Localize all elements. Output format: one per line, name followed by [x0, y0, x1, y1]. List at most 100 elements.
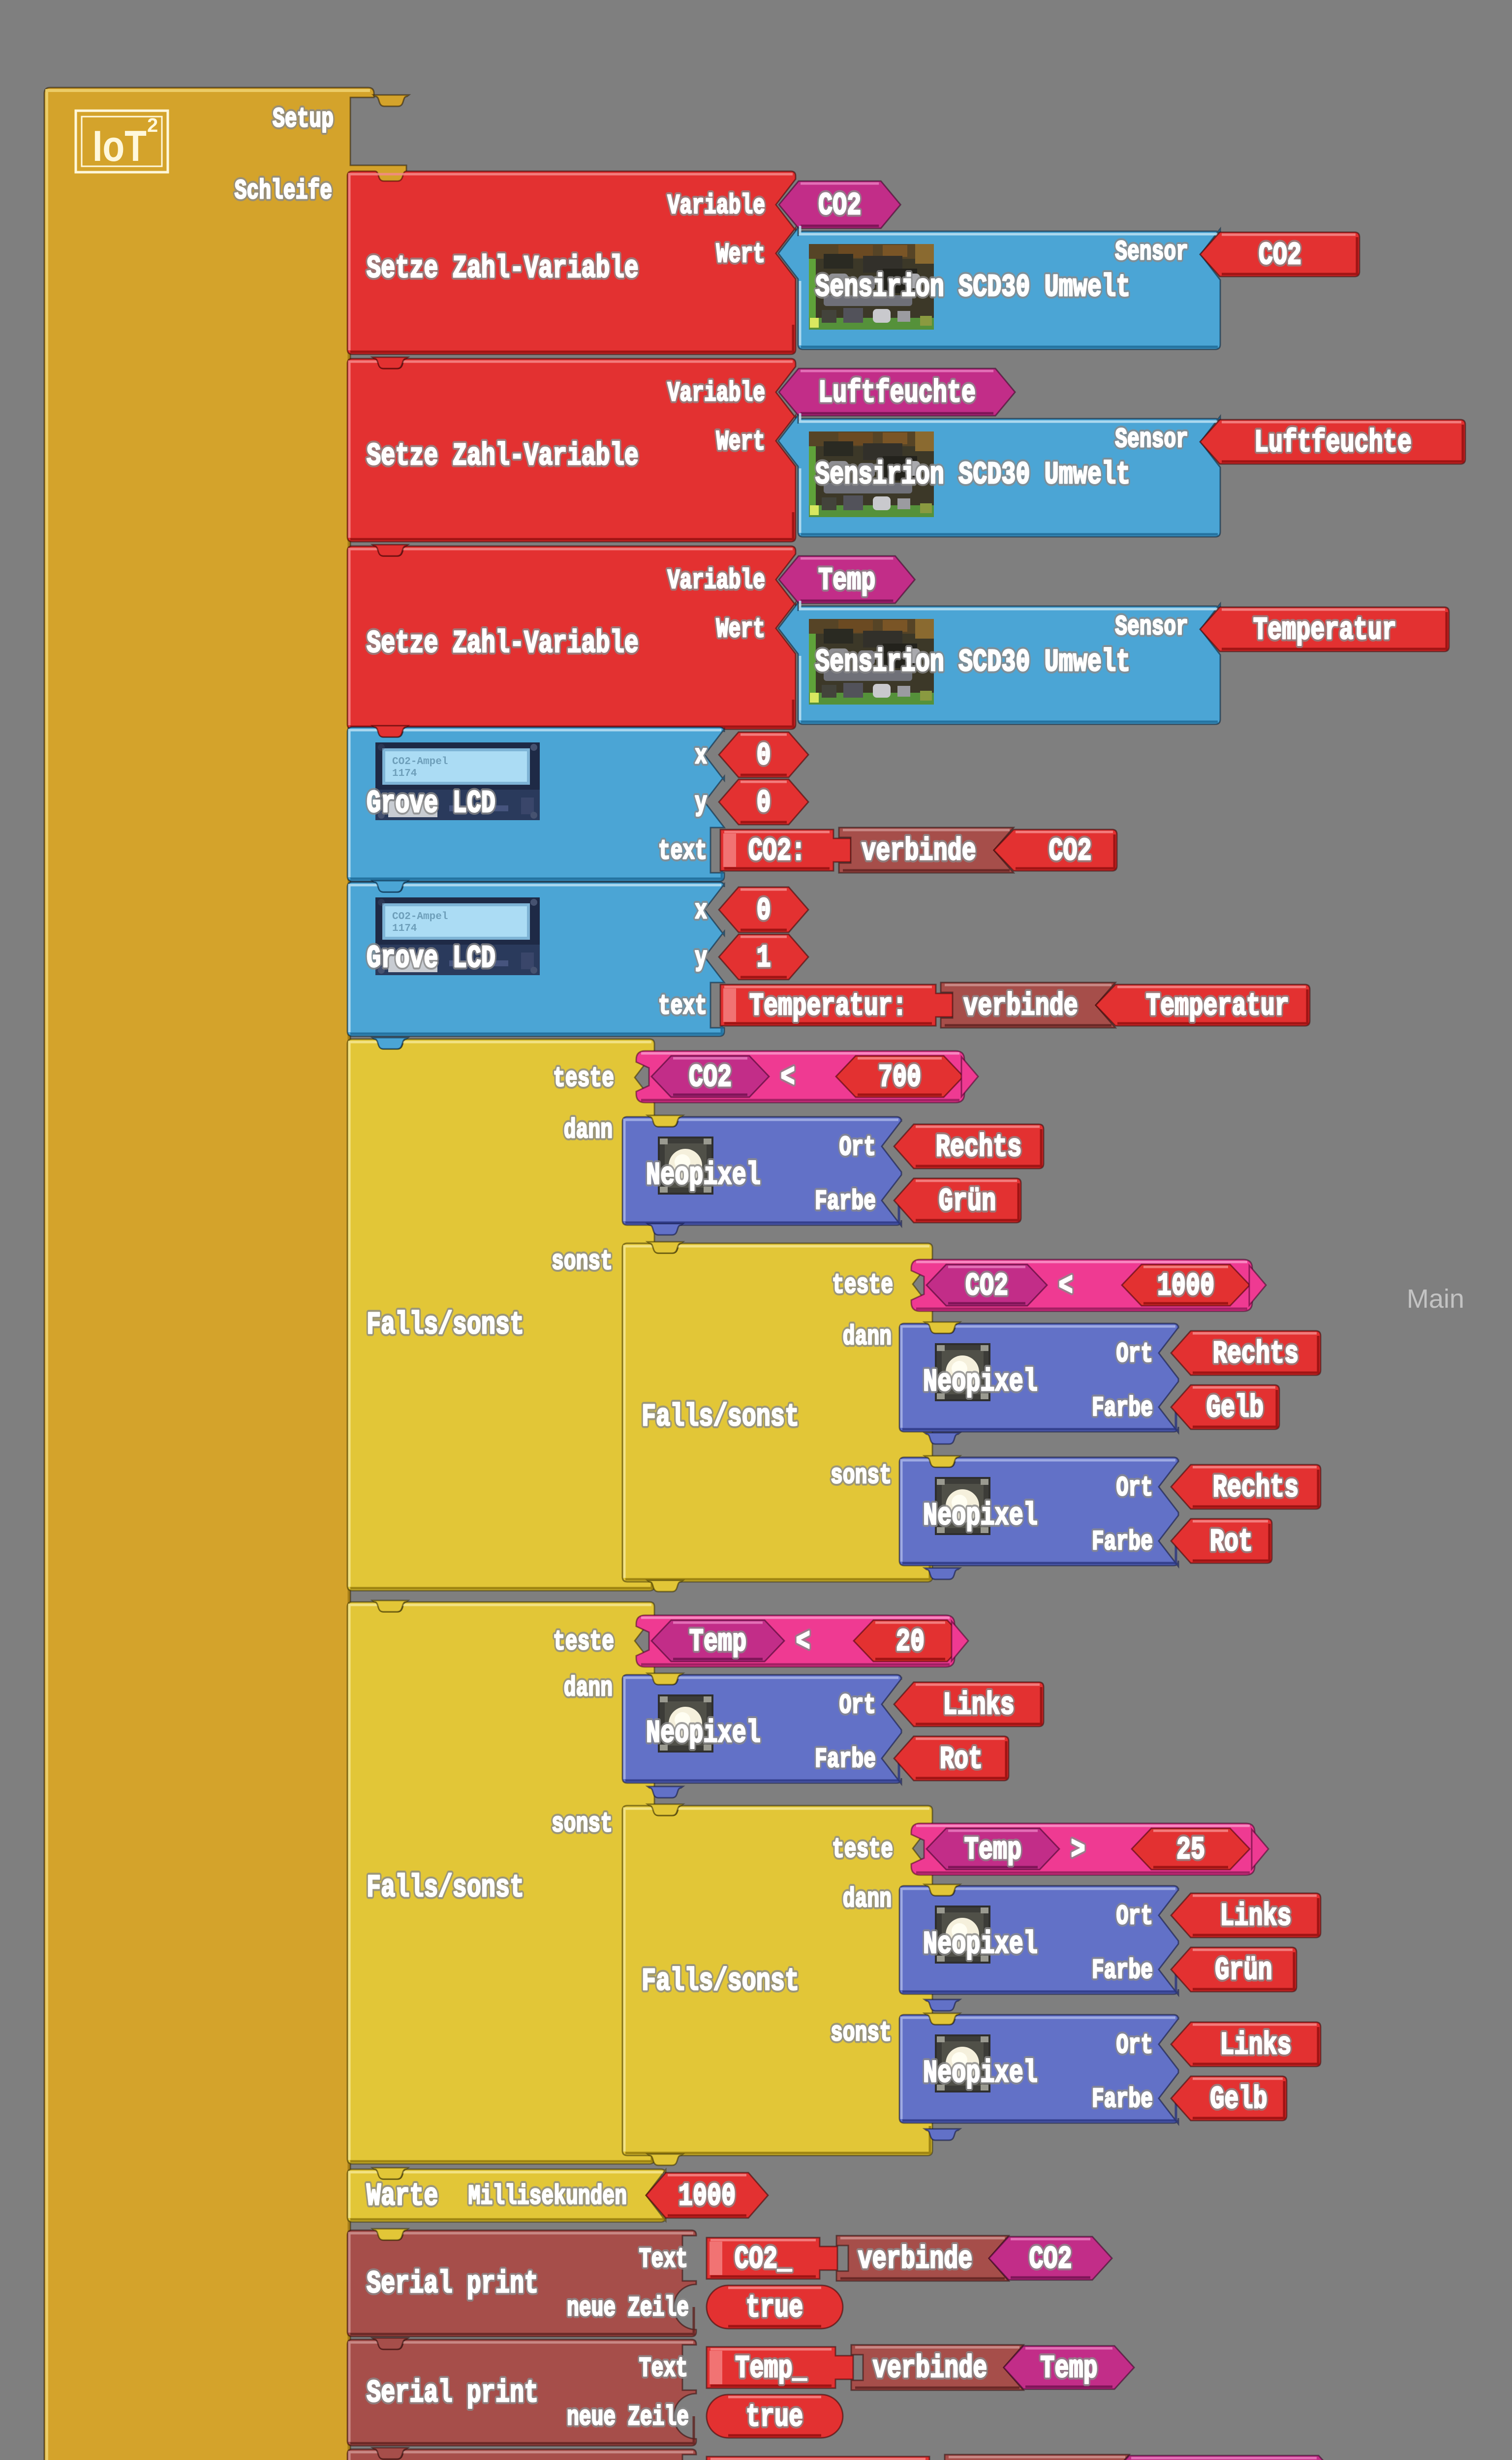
svg-text:Setze Zahl-Variable: Setze Zahl-Variable	[367, 439, 639, 474]
svg-text:1000: 1000	[1157, 1269, 1214, 1304]
svg-text:y: y	[695, 942, 707, 974]
svg-text:Luftfeuchte: Luftfeuchte	[1254, 426, 1412, 461]
svg-text:Grove LCD: Grove LCD	[367, 786, 495, 822]
svg-text:Gelb: Gelb	[1206, 1391, 1264, 1426]
svg-text:Temp: Temp	[689, 1625, 746, 1660]
svg-text:Ort: Ort	[1116, 2030, 1153, 2061]
svg-text:>: >	[1071, 1833, 1085, 1868]
svg-text:Ort: Ort	[1116, 1472, 1153, 1504]
svg-text:teste: teste	[553, 1063, 614, 1094]
svg-text:dann: dann	[564, 1672, 613, 1704]
svg-text:Schleife: Schleife	[235, 175, 332, 207]
svg-text:Farbe: Farbe	[815, 1186, 876, 1217]
svg-text:CO2:: CO2:	[748, 834, 805, 869]
svg-text:Temp: Temp	[818, 563, 875, 599]
svg-text:text: text	[658, 990, 707, 1022]
svg-text:Text: Text	[639, 2244, 688, 2275]
svg-text:verbinde: verbinde	[963, 989, 1078, 1024]
svg-text:Falls/sonst: Falls/sonst	[642, 1400, 799, 1435]
svg-text:Rechts: Rechts	[936, 1130, 1022, 1166]
svg-text:Temp_: Temp_	[735, 2351, 807, 2387]
svg-text:Neopixel: Neopixel	[923, 1499, 1038, 1534]
svg-text:Links: Links	[1220, 1899, 1292, 1935]
svg-text:Links: Links	[1220, 1899, 1292, 1935]
svg-text:Falls/sonst: Falls/sonst	[367, 1308, 524, 1343]
svg-text:Rechts: Rechts	[936, 1130, 1022, 1166]
svg-text:CO2:: CO2:	[748, 834, 805, 869]
svg-text:Farbe: Farbe	[1092, 1955, 1153, 1986]
svg-text:text: text	[658, 990, 707, 1022]
svg-text:teste: teste	[832, 1834, 893, 1865]
svg-text:dann: dann	[843, 1321, 892, 1353]
svg-text:<: <	[780, 1060, 795, 1096]
svg-text:Links: Links	[1220, 2028, 1292, 2063]
svg-text:Neopixel: Neopixel	[646, 1158, 761, 1194]
svg-text:Wert: Wert	[716, 614, 765, 645]
svg-text:Farbe: Farbe	[1092, 1392, 1153, 1424]
svg-text:sonst: sonst	[831, 2017, 892, 2049]
svg-text:CO2_: CO2_	[735, 2242, 792, 2277]
svg-text:Farbe: Farbe	[815, 1744, 876, 1775]
svg-text:teste: teste	[553, 1063, 614, 1094]
svg-text:Sensor: Sensor	[1115, 611, 1188, 643]
svg-text:Falls/sonst: Falls/sonst	[642, 1400, 799, 1435]
svg-text:true: true	[746, 2400, 803, 2435]
svg-text:Temperatur: Temperatur	[1253, 613, 1396, 648]
svg-text:Grün: Grün	[939, 1184, 996, 1220]
svg-text:Sensor: Sensor	[1115, 236, 1188, 268]
svg-text:x: x	[695, 895, 707, 926]
svg-text:neue Zeile: neue Zeile	[567, 2401, 689, 2433]
svg-text:700: 700	[878, 1060, 921, 1096]
svg-text:>: >	[1071, 1833, 1085, 1868]
svg-text:Farbe: Farbe	[1092, 1955, 1153, 1986]
svg-text:Text: Text	[639, 2244, 688, 2275]
svg-text:CO2: CO2	[1259, 238, 1301, 274]
svg-text:Setze Zahl-Variable: Setze Zahl-Variable	[367, 439, 639, 474]
svg-text:Wert: Wert	[716, 426, 765, 458]
svg-text:Grove LCD: Grove LCD	[367, 941, 495, 977]
svg-text:Variable: Variable	[668, 190, 765, 221]
svg-text:text: text	[658, 835, 707, 867]
svg-text:Ort: Ort	[839, 1690, 876, 1721]
svg-text:Grün: Grün	[939, 1184, 996, 1220]
svg-text:Sensirion SCD30 Umwelt: Sensirion SCD30 Umwelt	[815, 645, 1130, 680]
svg-text:Grün: Grün	[1215, 1953, 1272, 1989]
svg-text:Serial print: Serial print	[367, 2267, 538, 2302]
svg-text:Falls/sonst: Falls/sonst	[642, 1964, 799, 1999]
svg-text:Neopixel: Neopixel	[923, 1499, 1038, 1534]
svg-text:Sensor: Sensor	[1115, 236, 1188, 268]
svg-text:text: text	[658, 835, 707, 867]
svg-text:700: 700	[878, 1060, 921, 1096]
svg-text:1: 1	[756, 941, 771, 976]
svg-text:Neopixel: Neopixel	[646, 1158, 761, 1194]
svg-text:verbinde: verbinde	[873, 2351, 987, 2387]
svg-text:teste: teste	[553, 1626, 614, 1658]
svg-text:Gelb: Gelb	[1206, 1391, 1264, 1426]
svg-text:Rot: Rot	[940, 1742, 983, 1778]
svg-text:Neopixel: Neopixel	[923, 2056, 1038, 2091]
svg-text:Neopixel: Neopixel	[923, 1365, 1038, 1400]
svg-text:verbinde: verbinde	[858, 2242, 973, 2277]
svg-text:neue Zeile: neue Zeile	[567, 2292, 689, 2324]
svg-text:Ort: Ort	[1116, 1901, 1153, 1932]
svg-text:Luftfeuchte: Luftfeuchte	[818, 376, 976, 411]
svg-text:Sensirion SCD30 Umwelt: Sensirion SCD30 Umwelt	[815, 458, 1130, 493]
svg-text:Sensor: Sensor	[1115, 424, 1188, 455]
svg-text:Luftfeuchte: Luftfeuchte	[818, 376, 976, 411]
svg-text:CO2: CO2	[818, 188, 861, 224]
svg-text:Falls/sonst: Falls/sonst	[642, 1964, 799, 1999]
svg-text:CO2: CO2	[1029, 2242, 1072, 2277]
svg-text:0: 0	[756, 786, 771, 821]
svg-text:CO2: CO2	[1259, 238, 1301, 274]
svg-text:Sensirion SCD30 Umwelt: Sensirion SCD30 Umwelt	[815, 270, 1130, 306]
svg-text:25: 25	[1176, 1833, 1205, 1868]
svg-text:Temp: Temp	[818, 563, 875, 599]
svg-text:CO2: CO2	[965, 1269, 1008, 1304]
svg-text:25: 25	[1176, 1833, 1205, 1868]
svg-text:Farbe: Farbe	[1092, 1526, 1153, 1558]
svg-text:Wert: Wert	[716, 426, 765, 458]
svg-text:dann: dann	[564, 1114, 613, 1146]
svg-text:0: 0	[756, 738, 771, 774]
svg-text:Rot: Rot	[940, 1742, 983, 1778]
svg-text:Temp_: Temp_	[735, 2351, 807, 2387]
